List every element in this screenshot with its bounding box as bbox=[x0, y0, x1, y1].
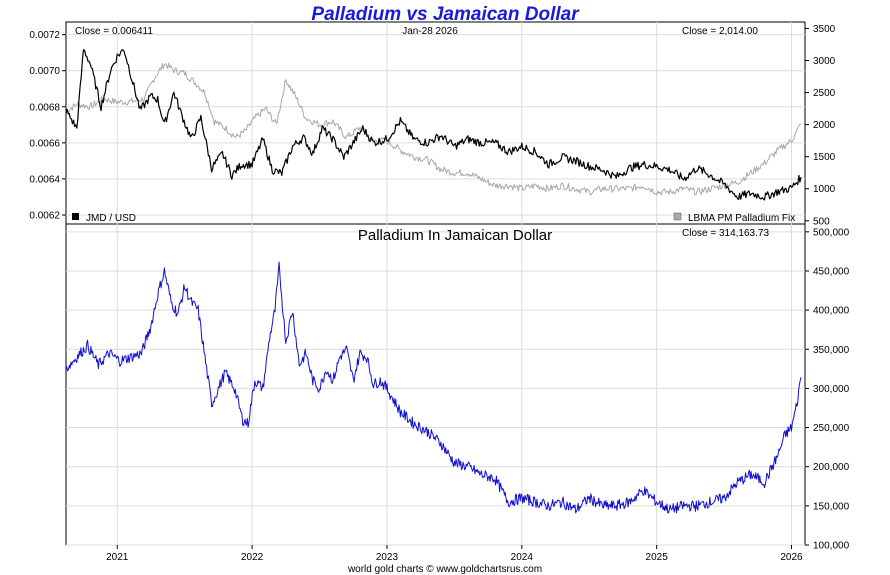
y-left-tick-label: 0.0062 bbox=[29, 210, 60, 221]
y-left-tick-label: 0.0072 bbox=[29, 30, 60, 41]
bottom-y-tick-label: 400,000 bbox=[813, 306, 850, 317]
legend-jmd-label: JMD / USD bbox=[86, 213, 136, 224]
y-right-tick-label: 500 bbox=[813, 216, 830, 227]
top-panel-frame bbox=[65, 21, 806, 225]
y-left-tick-label: 0.0064 bbox=[29, 174, 60, 185]
bottom-y-tick-label: 500,000 bbox=[813, 227, 850, 238]
jmd-close-label: Close = 0.006411 bbox=[75, 26, 153, 37]
x-tick-label: 2024 bbox=[511, 552, 534, 563]
x-tick-label: 2021 bbox=[106, 552, 129, 563]
legend-palladium-swatch bbox=[673, 212, 682, 221]
x-tick-label: 2023 bbox=[376, 552, 399, 563]
y-right-tick-label: 2000 bbox=[813, 120, 836, 131]
top-left-axis: 0.0072 0.0070 0.0068 0.0066 0.0064 0.0062 bbox=[29, 30, 66, 221]
y-left-tick-label: 0.0070 bbox=[29, 66, 60, 77]
series-layer bbox=[65, 49, 802, 514]
bottom-y-tick-label: 250,000 bbox=[813, 423, 850, 434]
y-left-tick-label: 0.0066 bbox=[29, 138, 60, 149]
bottom-y-tick-label: 350,000 bbox=[813, 345, 850, 356]
bottom-y-tick-label: 100,000 bbox=[813, 541, 850, 552]
palladium-close-label: Close = 2,014.00 bbox=[682, 26, 758, 37]
x-tick-label: 2022 bbox=[241, 552, 264, 563]
y-right-tick-label: 1000 bbox=[813, 184, 836, 195]
bottom-panel-frame bbox=[65, 223, 806, 546]
legend-palladium-label: LBMA PM Palladium Fix bbox=[688, 213, 795, 224]
footer-credit: world gold charts © www.goldchartsrus.co… bbox=[347, 564, 542, 575]
y-right-tick-label: 3000 bbox=[813, 56, 836, 67]
y-left-tick-label: 0.0068 bbox=[29, 102, 60, 113]
palladium-usd-line bbox=[65, 62, 802, 196]
y-right-tick-label: 2500 bbox=[813, 88, 836, 99]
date-label: Jan-28 2026 bbox=[402, 26, 458, 37]
bottom-y-tick-label: 200,000 bbox=[813, 462, 850, 473]
bottom-right-axis: 500,000 450,000 400,000 350,000 300,000 250,0… bbox=[805, 227, 850, 552]
top-right-axis: 3500 3000 2500 2000 1500 1000 500 bbox=[805, 24, 836, 227]
bottom-y-tick-label: 150,000 bbox=[813, 501, 850, 512]
bottom-panel-title: Palladium In Jamaican Dollar bbox=[358, 227, 552, 244]
palladium-jmd-line bbox=[65, 261, 802, 514]
bottom-grid bbox=[66, 224, 805, 546]
bottom-close-label: Close = 314,163.73 bbox=[682, 228, 769, 239]
x-tick-label: 2025 bbox=[646, 552, 669, 563]
y-right-tick-label: 1500 bbox=[813, 152, 836, 163]
jmd-usd-line bbox=[65, 49, 802, 201]
bottom-y-tick-label: 450,000 bbox=[813, 266, 850, 277]
x-tick-label: 2026 bbox=[780, 552, 803, 563]
y-right-tick-label: 3500 bbox=[813, 24, 836, 35]
legend-jmd-swatch bbox=[72, 213, 79, 220]
x-axis: 2021 2022 2023 2024 2025 2026 bbox=[106, 545, 803, 563]
chart-title: Palladium vs Jamaican Dollar bbox=[311, 4, 580, 25]
bottom-y-tick-label: 300,000 bbox=[813, 384, 850, 395]
